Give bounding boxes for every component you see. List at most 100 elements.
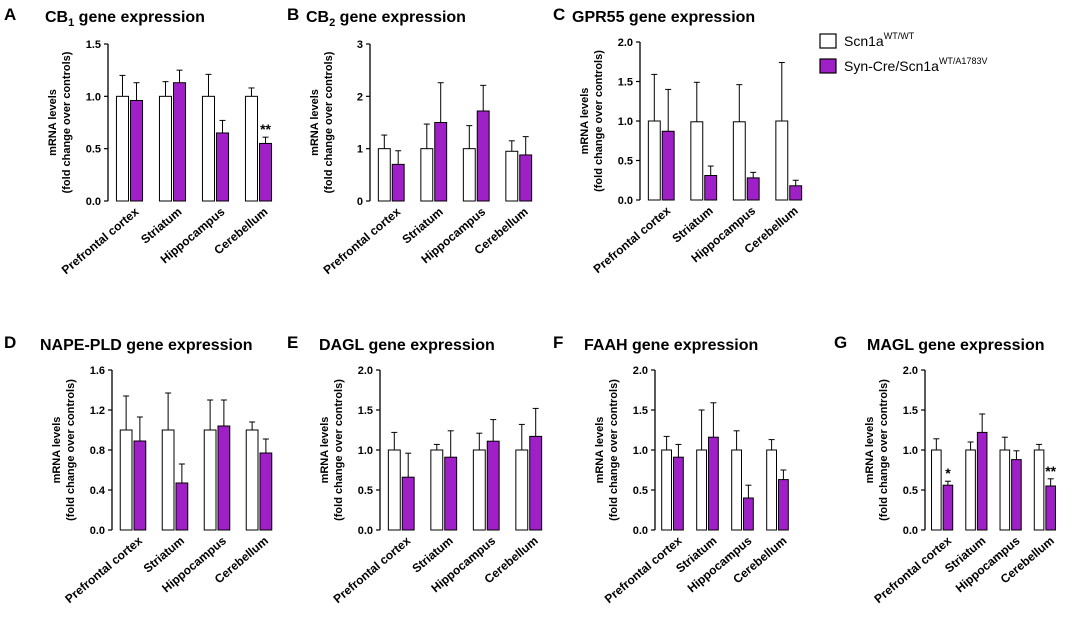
panel-b: B CB2 gene expression mRNA levels (fold cha…: [287, 5, 533, 277]
bar-mut: [259, 142, 273, 202]
panel-title: CB2 gene expression: [306, 9, 466, 29]
y-axis-label: mRNA levels: [594, 417, 606, 484]
panel-e: E DAGL gene expression mRNA levels (fold ch…: [287, 333, 543, 606]
y-tick-label: 1: [357, 144, 363, 156]
bar-wt: [158, 95, 173, 202]
bar-mut: [1045, 485, 1056, 531]
panel-title: CB1 gene expression: [45, 9, 205, 29]
bar-mut: [1011, 459, 1022, 531]
y-axis-label: (fold change over controls): [608, 379, 620, 521]
bar-wt: [119, 429, 133, 531]
y-tick-label: 1.5: [903, 405, 918, 417]
y-tick-label: 0.5: [358, 485, 373, 497]
y-axis-label: mRNA levels: [319, 417, 331, 484]
y-axis-label: (fold change over controls): [61, 51, 73, 193]
significance-marker: **: [260, 121, 271, 137]
panel-label: F: [553, 333, 563, 352]
y-tick-label: 1.0: [86, 91, 101, 103]
bar-mut: [444, 456, 458, 531]
legend-label-mut-sup: WT/A1783V: [939, 56, 988, 66]
y-tick-label: 1.0: [358, 445, 373, 457]
bar-mut: [661, 130, 675, 201]
bar-wt: [1033, 449, 1045, 531]
y-axis-label: (fold change over controls): [323, 51, 335, 193]
bar-wt: [420, 148, 434, 202]
legend-label-wt-sup: WT/WT: [884, 31, 915, 41]
bar-wt: [647, 120, 661, 201]
panel-title: GPR55 gene expression: [572, 9, 755, 26]
bar-wt: [201, 95, 216, 202]
y-tick-label: 0.0: [358, 525, 373, 537]
bar-wt: [766, 449, 778, 531]
bar-wt: [999, 449, 1011, 531]
bar-wt: [696, 449, 708, 531]
legend-label-mut: Syn-Cre/Scn1aWT/A1783V: [844, 56, 987, 74]
bar-mut: [746, 177, 760, 201]
y-tick-label: 0: [357, 196, 363, 208]
panel-c: C GPR55 gene expression mRNA levels (fold c…: [553, 5, 803, 276]
y-tick-label: 0.8: [90, 445, 105, 457]
y-tick-label: 0.5: [903, 485, 918, 497]
panel-title: FAAH gene expression: [584, 337, 758, 354]
y-tick-label: 2.0: [358, 365, 373, 377]
bar-mut: [743, 497, 754, 531]
bar-mut: [401, 476, 415, 531]
bar-mut: [976, 431, 988, 531]
y-tick-label: 1.0: [633, 445, 648, 457]
bar-mut: [778, 479, 789, 531]
y-tick-label: 1.5: [358, 405, 373, 417]
legend-swatch-mut: [819, 58, 837, 74]
y-tick-label: 0.4: [90, 485, 106, 497]
bar-wt: [462, 148, 476, 202]
bar-wt: [115, 95, 129, 202]
significance-marker: **: [1045, 463, 1056, 479]
y-axis-label: (fold change over controls): [333, 379, 345, 521]
bar-wt: [161, 429, 175, 531]
bar-mut: [391, 163, 405, 202]
y-tick-label: 0.0: [633, 525, 648, 537]
bar-mut: [216, 132, 230, 202]
significance-marker: *: [945, 465, 951, 481]
y-tick-label: 0.5: [86, 144, 101, 156]
y-tick-label: 0.0: [903, 525, 918, 537]
x-tick-label: Prefrontal cortex: [591, 203, 674, 276]
x-tick-label: Prefrontal cortex: [331, 533, 414, 606]
bar-wt: [505, 150, 519, 202]
y-tick-label: 2.0: [618, 37, 633, 49]
bar-mut: [133, 440, 147, 531]
bar-mut: [259, 452, 273, 531]
bar-wt: [965, 449, 976, 531]
y-axis-label: (fold change over controls): [593, 50, 605, 192]
x-tick-label: Prefrontal cortex: [321, 204, 404, 277]
bar-wt: [775, 120, 789, 201]
y-axis-label: mRNA levels: [309, 89, 321, 156]
bar-wt: [731, 449, 743, 531]
legend-label-wt: Scn1aWT/WT: [844, 31, 915, 49]
y-tick-label: 0.0: [90, 525, 105, 537]
y-axis-label: mRNA levels: [864, 417, 876, 484]
panel-label: E: [287, 333, 298, 352]
bar-mut: [173, 82, 187, 202]
y-axis-label: mRNA levels: [579, 88, 591, 155]
y-tick-label: 1.5: [633, 405, 648, 417]
bar-mut: [175, 482, 189, 531]
bar-mut: [789, 185, 803, 201]
panel-label: C: [553, 5, 565, 24]
y-tick-label: 0.0: [618, 195, 633, 207]
bar-wt: [387, 449, 401, 531]
bar-wt: [377, 148, 391, 202]
y-axis-label: mRNA levels: [51, 417, 63, 484]
bar-mut: [519, 154, 533, 202]
y-tick-label: 1.0: [618, 116, 633, 128]
panel-f: F FAAH gene expression mRNA levels (fold ch…: [553, 333, 789, 606]
bar-mut: [486, 440, 500, 531]
bar-mut: [673, 456, 684, 531]
y-tick-label: 3: [357, 39, 363, 51]
panel-label: G: [834, 333, 847, 352]
legend-swatch-wt: [819, 33, 837, 49]
bar-wt: [515, 449, 529, 531]
bar-wt: [472, 449, 486, 531]
bar-mut: [130, 100, 144, 202]
y-axis-label: (fold change over controls): [65, 379, 77, 521]
